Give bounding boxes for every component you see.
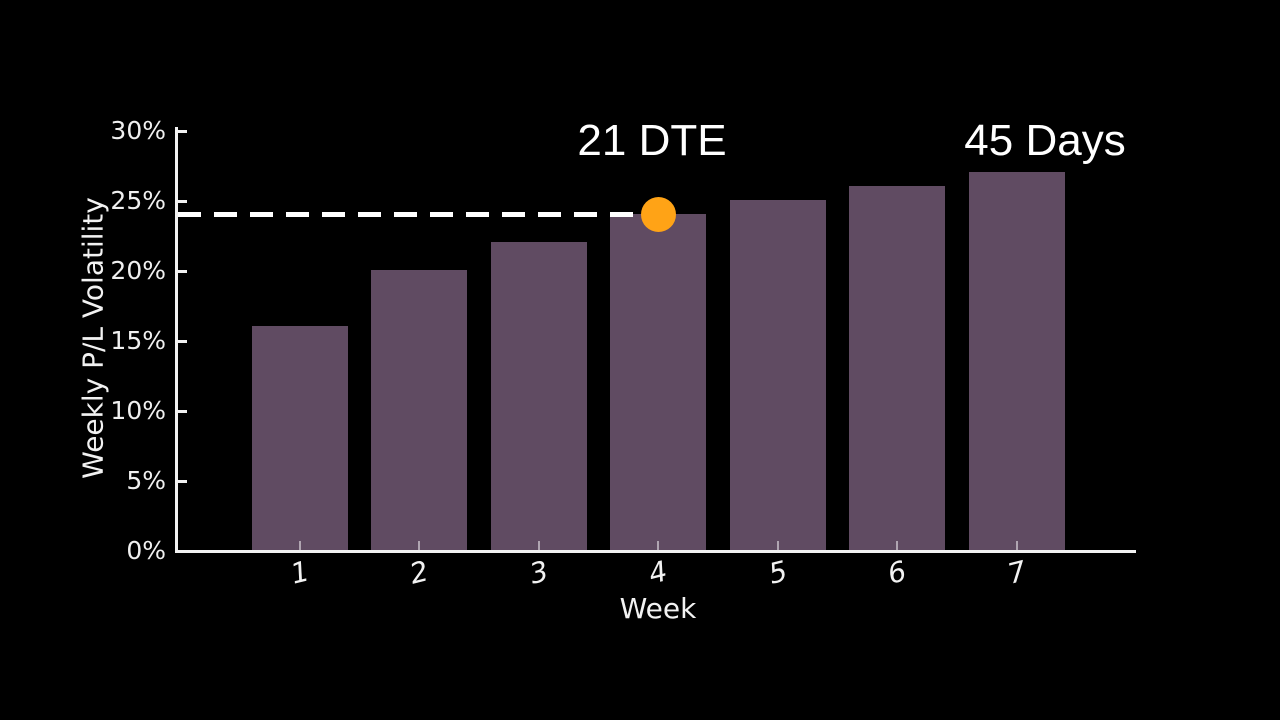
annotation-21-dte: 21 DTE [577, 116, 727, 165]
y-tick-mark [178, 340, 187, 343]
x-tick-mark [1015, 541, 1018, 550]
y-tick-mark [178, 200, 187, 203]
bar-week-7 [968, 172, 1065, 550]
bar-week-6 [849, 186, 945, 550]
y-tick-mark [178, 130, 187, 133]
y-tick-label: 10% [110, 396, 166, 425]
bar-week-3 [490, 242, 587, 550]
y-tick-mark [178, 550, 187, 553]
x-tick-mark [657, 541, 659, 550]
y-tick-mark [178, 410, 187, 413]
x-tick-label: 4 [645, 554, 671, 591]
y-tick-label: 25% [110, 186, 166, 215]
reference-dashed-line [178, 212, 640, 217]
x-tick-mark [298, 541, 301, 550]
x-tick-label: 1 [286, 554, 313, 591]
x-tick-label: 5 [764, 554, 791, 591]
y-tick-label: 0% [126, 536, 166, 565]
x-tick-mark [418, 541, 420, 550]
marker-dot-21dte [640, 196, 676, 232]
y-axis-line [175, 127, 178, 553]
x-tick-label: 2 [406, 554, 432, 591]
y-tick-mark [178, 270, 187, 273]
x-axis-line [175, 550, 1136, 553]
x-tick-label: 3 [525, 554, 552, 591]
x-tick-label: 6 [884, 554, 910, 591]
bar-week-1 [251, 326, 348, 550]
y-tick-mark [178, 480, 187, 483]
y-tick-label: 15% [110, 326, 166, 355]
y-tick-label: 5% [126, 466, 166, 495]
x-tick-mark [776, 541, 779, 550]
annotation-45-days: 45 Days [964, 116, 1126, 165]
x-tick-label: 7 [1003, 554, 1030, 591]
y-tick-label: 20% [110, 256, 166, 285]
x-tick-mark [537, 541, 540, 550]
bar-week-5 [729, 200, 826, 550]
x-axis-title: Week [619, 592, 697, 625]
bar-week-4 [610, 214, 706, 550]
x-tick-mark [896, 541, 898, 550]
y-tick-label: 30% [110, 116, 166, 145]
bar-week-2 [371, 270, 467, 550]
